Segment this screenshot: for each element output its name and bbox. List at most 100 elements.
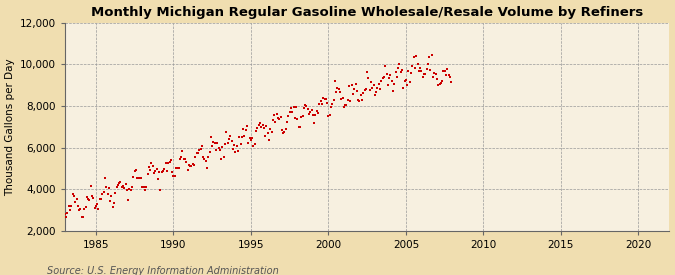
Point [420,72,431,77]
Point [287,109,298,114]
Point [233,149,244,153]
Point [130,168,141,172]
Point [425,67,436,72]
Point [88,196,99,200]
Point [242,124,252,129]
Point [200,159,211,163]
Point [353,98,364,102]
Point [352,89,362,94]
Point [354,98,364,103]
Point [213,145,224,150]
Point [174,156,185,161]
Point [360,87,371,91]
Point [297,114,308,118]
Point [311,109,322,113]
Point [371,90,381,95]
Point [110,191,121,196]
Point [99,189,109,194]
Point [97,191,108,196]
Point [196,143,207,148]
Point [397,68,408,72]
Point [317,102,327,107]
Point [338,95,348,100]
Point [306,108,317,112]
Point [310,113,321,117]
Point [349,87,360,91]
Point [283,113,294,118]
Point [359,88,370,92]
Point [430,72,441,76]
Point [66,204,77,208]
Point [160,161,171,166]
Point [398,86,409,90]
Point [168,174,179,178]
Point [250,129,261,134]
Point [106,194,117,199]
Point [95,197,105,201]
Point [428,75,439,79]
Point [244,136,255,140]
Point [427,53,437,58]
Point [102,191,113,196]
Point [178,157,189,161]
Point [366,79,377,84]
Point [256,125,267,130]
Point [328,98,339,102]
Point [442,67,453,72]
Point [305,110,316,115]
Point [240,127,251,132]
Point [322,100,333,105]
Point [188,162,198,166]
Point [123,198,134,202]
Point [435,81,446,86]
Point [369,82,379,87]
Point [209,141,220,145]
Point [215,148,225,152]
Point [439,69,450,73]
Point [219,155,230,159]
Point [144,165,155,169]
Point [199,156,210,161]
Point [205,135,216,139]
Point [204,150,215,155]
Point [441,73,452,78]
Point [144,168,155,172]
Point [82,195,92,199]
Point [407,64,418,68]
Point [434,81,445,86]
Point [292,117,303,122]
Point [348,92,358,96]
Point [239,134,250,138]
Point [277,128,288,132]
Point [164,160,175,164]
Point [403,68,414,73]
Point [406,71,416,75]
Point [226,139,237,143]
Point [431,77,442,81]
Point [80,205,91,210]
Point [61,214,72,219]
Point [433,83,443,88]
Point [148,171,159,175]
Point [212,141,223,145]
Point [396,70,406,75]
Point [402,83,412,87]
Point [147,164,158,169]
Point [72,204,83,209]
Point [400,78,411,82]
Point [141,185,152,189]
Point [151,167,162,171]
Point [159,166,169,171]
Point [350,81,361,86]
Point [254,120,265,125]
Point [111,185,122,189]
Point [300,103,310,108]
Point [259,126,269,130]
Point [113,183,124,187]
Point [99,176,110,181]
Point [438,69,449,73]
Point [304,112,315,117]
Point [230,150,241,155]
Point [265,126,275,131]
Point [222,141,233,145]
